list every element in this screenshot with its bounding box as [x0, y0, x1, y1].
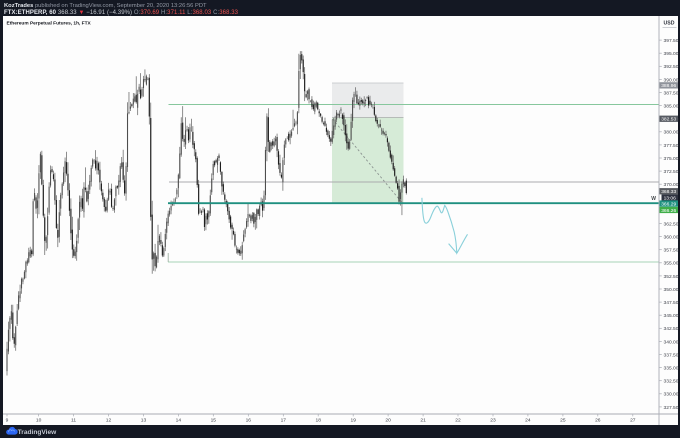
svg-text:25: 25 — [560, 418, 566, 424]
svg-text:332.50: 332.50 — [664, 379, 679, 385]
svg-text:352.50: 352.50 — [664, 274, 679, 280]
svg-text:10: 10 — [36, 418, 42, 424]
svg-text:390.00: 390.00 — [664, 77, 679, 83]
svg-text:327.50: 327.50 — [664, 405, 679, 411]
svg-text:17: 17 — [281, 418, 287, 424]
svg-text:22: 22 — [455, 418, 461, 424]
svg-text:397.50: 397.50 — [664, 38, 679, 44]
svg-text:335.00: 335.00 — [664, 366, 679, 372]
svg-text:23: 23 — [490, 418, 496, 424]
svg-text:13: 13 — [141, 418, 147, 424]
svg-text:19: 19 — [350, 418, 356, 424]
svg-text:26: 26 — [595, 418, 601, 424]
svg-text:330.00: 330.00 — [664, 392, 679, 398]
svg-text:345.00: 345.00 — [664, 313, 679, 319]
svg-text:27: 27 — [630, 418, 636, 424]
svg-text:15: 15 — [211, 418, 217, 424]
svg-text:382.53: 382.53 — [661, 117, 676, 123]
svg-text:9: 9 — [6, 418, 9, 424]
svg-text:20: 20 — [385, 418, 391, 424]
svg-text:18: 18 — [315, 418, 321, 424]
svg-text:372.50: 372.50 — [664, 169, 679, 175]
svg-text:13:06: 13:06 — [664, 195, 677, 201]
svg-text:355.00: 355.00 — [664, 261, 679, 267]
svg-text:W: W — [651, 196, 656, 202]
svg-text:11: 11 — [71, 418, 76, 424]
svg-text:377.50: 377.50 — [664, 143, 679, 149]
svg-text:12: 12 — [106, 418, 112, 424]
svg-text:14: 14 — [176, 418, 182, 424]
svg-text:350.00: 350.00 — [664, 287, 679, 293]
svg-text:21: 21 — [420, 418, 426, 424]
svg-text:337.50: 337.50 — [664, 352, 679, 358]
svg-text:375.00: 375.00 — [664, 156, 679, 162]
svg-text:362.50: 362.50 — [664, 221, 679, 227]
svg-text:395.00: 395.00 — [664, 51, 679, 57]
svg-text:TradingView: TradingView — [18, 429, 58, 436]
svg-text:24: 24 — [525, 418, 531, 424]
svg-text:KozTrades published on Trading: KozTrades published on TradingView.com, … — [4, 3, 207, 9]
svg-text:370.00: 370.00 — [664, 182, 679, 188]
svg-text:Ethereum Perpetual Futures, 1h: Ethereum Perpetual Futures, 1h, FTX — [7, 20, 92, 26]
svg-text:368.33: 368.33 — [661, 189, 676, 195]
svg-text:16: 16 — [246, 418, 252, 424]
svg-text:392.50: 392.50 — [664, 64, 679, 70]
svg-text:360.00: 360.00 — [664, 235, 679, 241]
svg-text:USD: USD — [664, 21, 675, 27]
svg-text:388.96: 388.96 — [661, 83, 676, 89]
svg-text:340.00: 340.00 — [664, 339, 679, 345]
svg-text:387.50: 387.50 — [664, 90, 679, 96]
svg-text:357.50: 357.50 — [664, 248, 679, 254]
svg-text:380.00: 380.00 — [664, 130, 679, 136]
svg-text:366.29: 366.29 — [661, 201, 676, 207]
svg-text:342.50: 342.50 — [664, 326, 679, 332]
svg-text:347.50: 347.50 — [664, 300, 679, 306]
svg-text:366.26: 366.26 — [661, 208, 676, 214]
svg-text:FTX:ETHPERP, 60 368.33 ▼ −16.: FTX:ETHPERP, 60 368.33 ▼ −16.91 (−4.39%)… — [4, 10, 239, 16]
svg-text:385.00: 385.00 — [664, 104, 679, 110]
